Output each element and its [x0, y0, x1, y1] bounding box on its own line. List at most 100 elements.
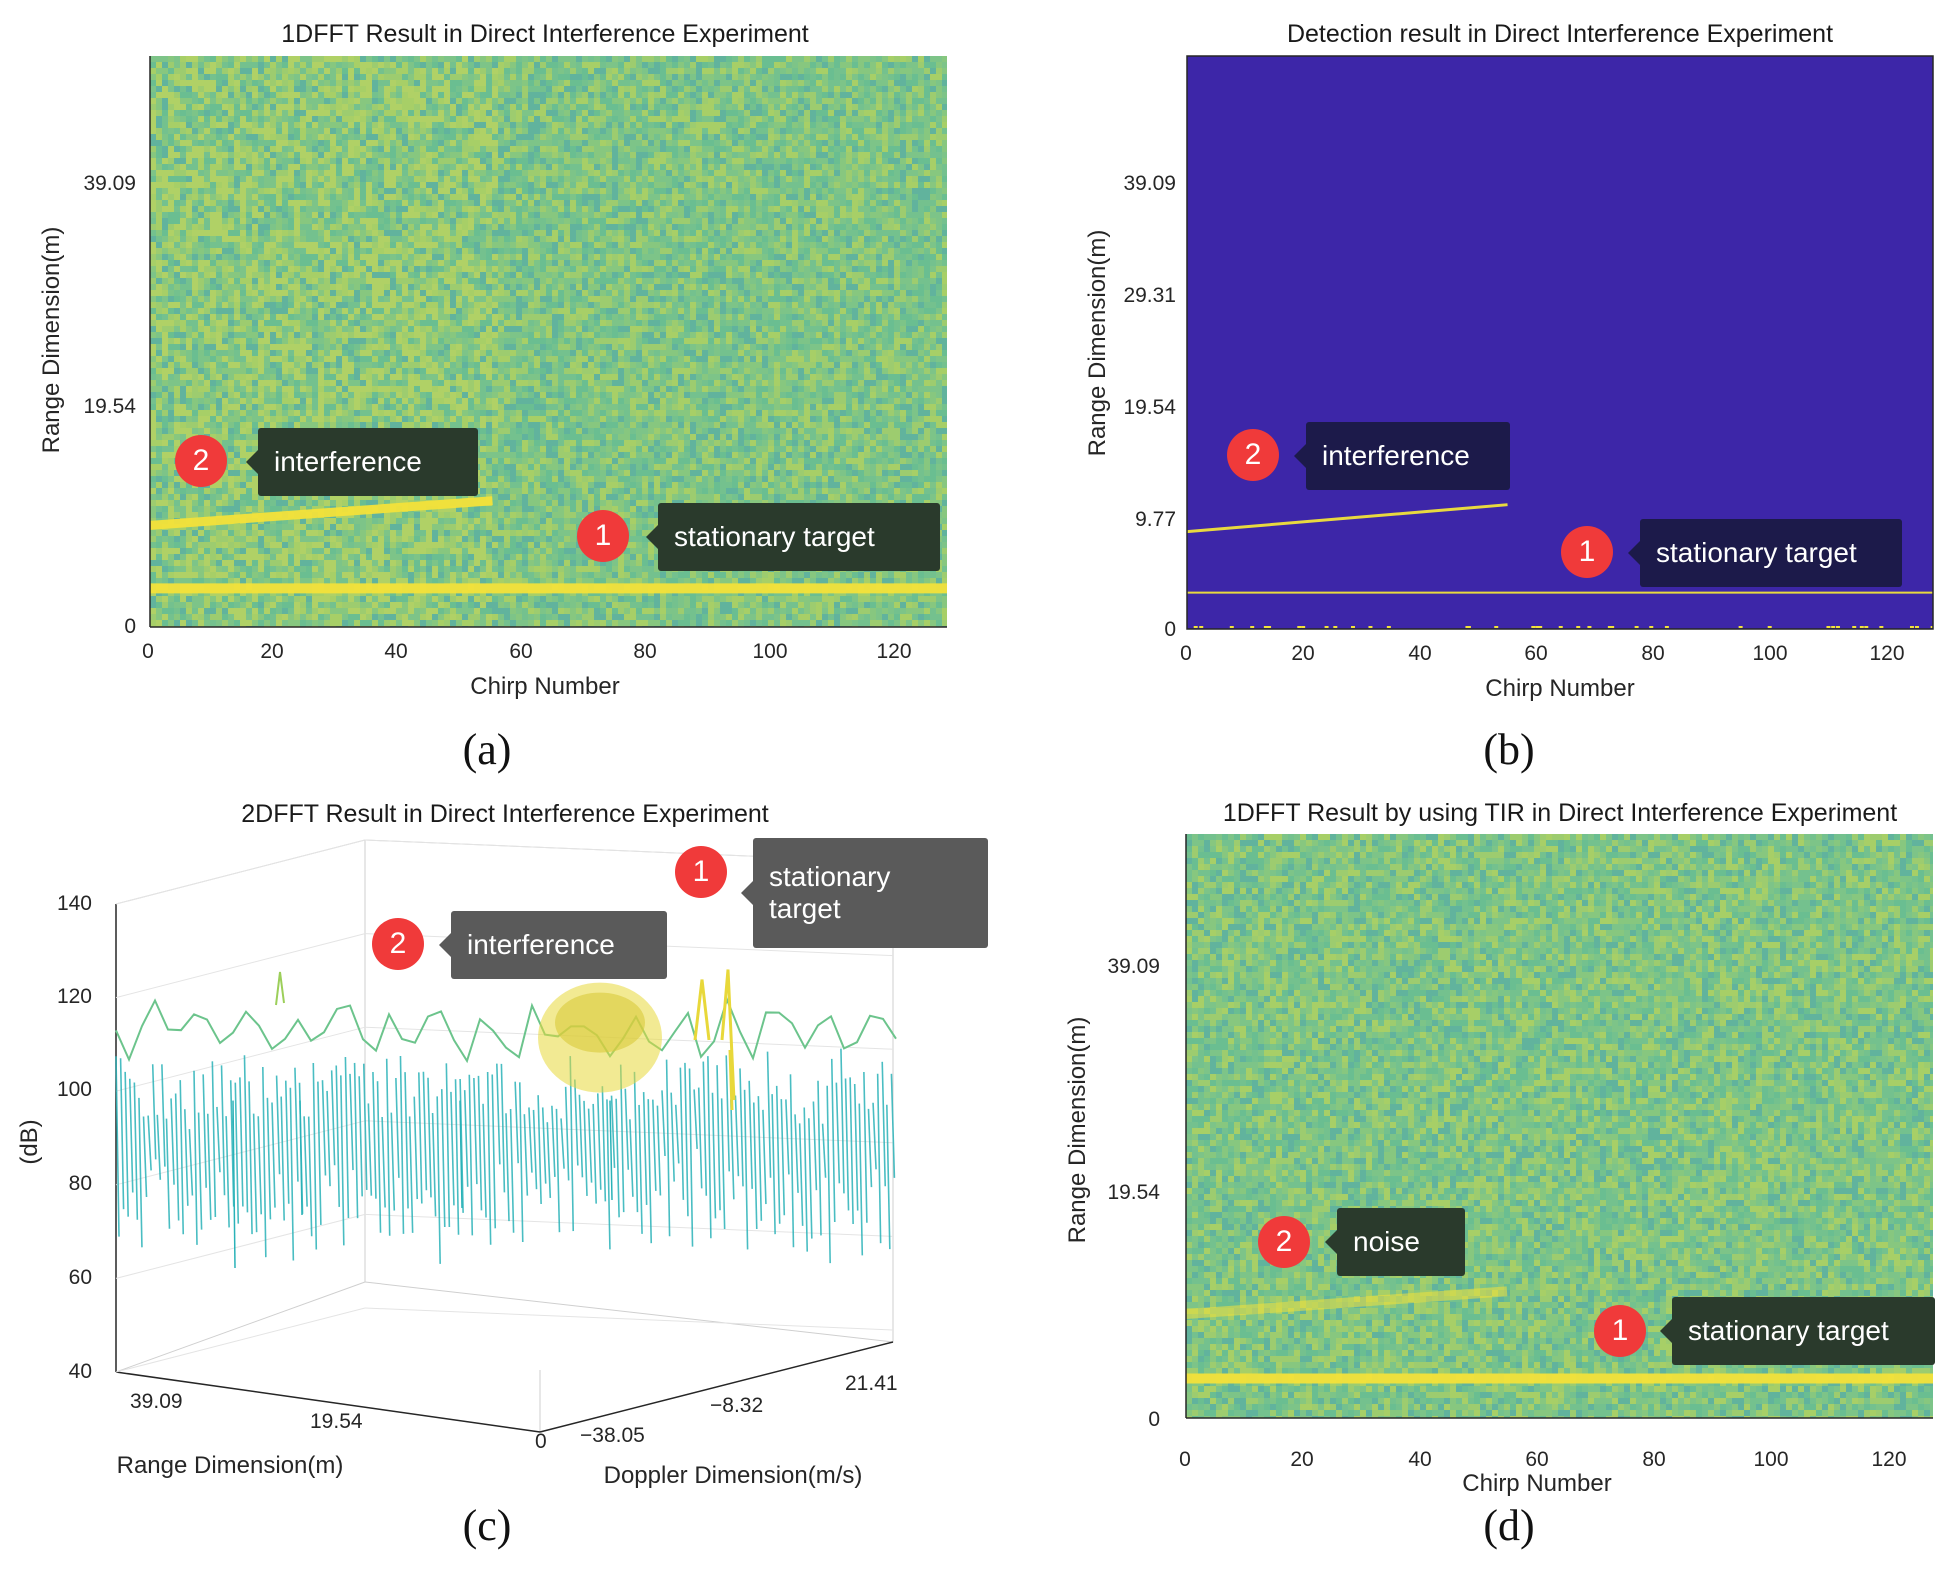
annotation-badge: 1 [1561, 526, 1613, 578]
range-axis-label: Range Dimension(m) [116, 1452, 344, 1479]
surface-mesh-line [381, 1116, 386, 1208]
surface-mesh-line [656, 1105, 662, 1196]
doppler-tick-label: −38.05 [580, 1424, 645, 1447]
surface-mesh-line [821, 1123, 827, 1178]
surface-mesh-line [450, 1091, 455, 1206]
surface-mesh-line [473, 1077, 478, 1185]
surface-mesh-line [234, 1082, 240, 1224]
annotation-callout: stationary target [1628, 519, 1902, 587]
surface-mesh-line [505, 1113, 510, 1222]
surface-mesh-line [142, 1116, 148, 1198]
heatmap-texture [150, 56, 947, 627]
surface-mesh-line [216, 1106, 221, 1173]
z-tick-label: 140 [56, 892, 92, 915]
surface-mesh-line [280, 1096, 285, 1221]
surface-mesh-line [633, 1071, 639, 1213]
surface-mesh-line [294, 1067, 299, 1182]
surface-mesh-line [840, 1048, 845, 1194]
surface-mesh-line [340, 1075, 345, 1246]
annotation-badge: 1 [1594, 1305, 1646, 1357]
interference-line [1186, 1286, 1508, 1320]
surface-mesh-line [138, 1097, 143, 1248]
surface-mesh-line [422, 1071, 428, 1191]
heatmap-plot [150, 56, 947, 627]
z-tick-label: 120 [56, 985, 92, 1008]
surface-mesh-line [835, 1082, 841, 1184]
x-tick-label: 100 [1753, 1448, 1789, 1471]
surface-mesh-line [248, 1081, 253, 1235]
range-tick-label: 39.09 [130, 1390, 183, 1413]
chart-title: 1DFFT Result by using TIR in Direct Inte… [1222, 799, 1898, 827]
surface-mesh-line [284, 1080, 290, 1204]
surface-mesh-line [147, 1115, 152, 1171]
z-grid-line [115, 933, 366, 999]
surface-mesh-line [872, 1102, 877, 1170]
surface-mesh-line [752, 1102, 758, 1230]
callout-line: stationary [769, 861, 891, 892]
surface-mesh-line [564, 1086, 570, 1181]
surface-mesh-line [362, 1063, 368, 1190]
surface-mesh-line [390, 1112, 396, 1211]
surface-mesh-line [720, 1098, 726, 1230]
surface-mesh-line [188, 1129, 194, 1196]
heatmap-texture [1186, 834, 1933, 1418]
x-tick-label: 120 [1871, 1448, 1907, 1471]
surface-mesh-line [330, 1070, 336, 1166]
surface-mesh-line [509, 1108, 515, 1233]
surface-mesh-line [174, 1093, 180, 1221]
stationary-peak [720, 969, 736, 1101]
surface-mesh-line [202, 1074, 207, 1188]
surface-mesh-line [523, 1114, 529, 1196]
surface-mesh-line [119, 1058, 125, 1210]
x-tick-label: 60 [509, 640, 533, 663]
surface-mesh-line [853, 1083, 859, 1211]
surface-mesh-line [220, 1065, 226, 1196]
x-tick-label: 0 [1180, 642, 1192, 665]
surface-mesh-line [161, 1064, 166, 1167]
doppler-tick-label: 21.41 [845, 1372, 898, 1395]
stationary-peak [693, 979, 711, 1041]
interference-line [1187, 503, 1508, 534]
surface-mesh-line [537, 1095, 542, 1205]
surface-mesh-line [271, 1102, 276, 1208]
surface-mesh-line [266, 1097, 272, 1220]
panel-caption: (c) [462, 1501, 512, 1550]
surface-mesh-line [115, 1056, 120, 1237]
x-tick-label: 100 [1752, 642, 1788, 665]
range-tick-label: 19.54 [310, 1410, 363, 1433]
surface-mesh-line [762, 1109, 767, 1205]
surface-mesh-line [184, 1109, 189, 1206]
annotation-badge: 1 [577, 510, 629, 562]
surface-mesh-line [541, 1107, 547, 1184]
surface-mesh-line [486, 1071, 492, 1245]
surface-mesh-line [624, 1088, 630, 1170]
surface-mesh-line [408, 1116, 414, 1233]
surface-spike-down [459, 1100, 463, 1209]
surface-mesh-line [587, 1108, 593, 1183]
panel-caption: (d) [1483, 1501, 1535, 1550]
surface-mesh-line [289, 1087, 295, 1261]
annotation-badge: 2 [372, 918, 424, 970]
surface-mesh-line [578, 1094, 584, 1178]
surface-mesh-line [670, 1092, 675, 1182]
surface-mesh-line [170, 1098, 175, 1185]
annotation-callout: stationary target [741, 838, 988, 948]
surface-mesh-line [596, 1093, 602, 1190]
heatmap-texture [150, 56, 947, 627]
surface-mesh-line [652, 1099, 657, 1191]
x-tick-label: 20 [1291, 642, 1315, 665]
z-tick-label: 60 [68, 1266, 92, 1289]
range-tick-label: 0 [535, 1430, 547, 1453]
surface-mesh-line [826, 1085, 831, 1264]
surface-mesh-line [711, 1092, 717, 1219]
heatmap-canvas [150, 56, 947, 627]
interference-mound-top [555, 992, 645, 1053]
y-axis-label: Range Dimension(m) [1064, 1016, 1091, 1244]
surface-mesh-line [436, 1096, 441, 1264]
annotation-callout: interference [439, 911, 667, 979]
surface-mesh-line [583, 1100, 588, 1196]
surface-mesh-line [252, 1113, 258, 1233]
chart-title: Detection result in Direct Interference … [1286, 20, 1834, 48]
surface-mesh-line [886, 1104, 891, 1250]
